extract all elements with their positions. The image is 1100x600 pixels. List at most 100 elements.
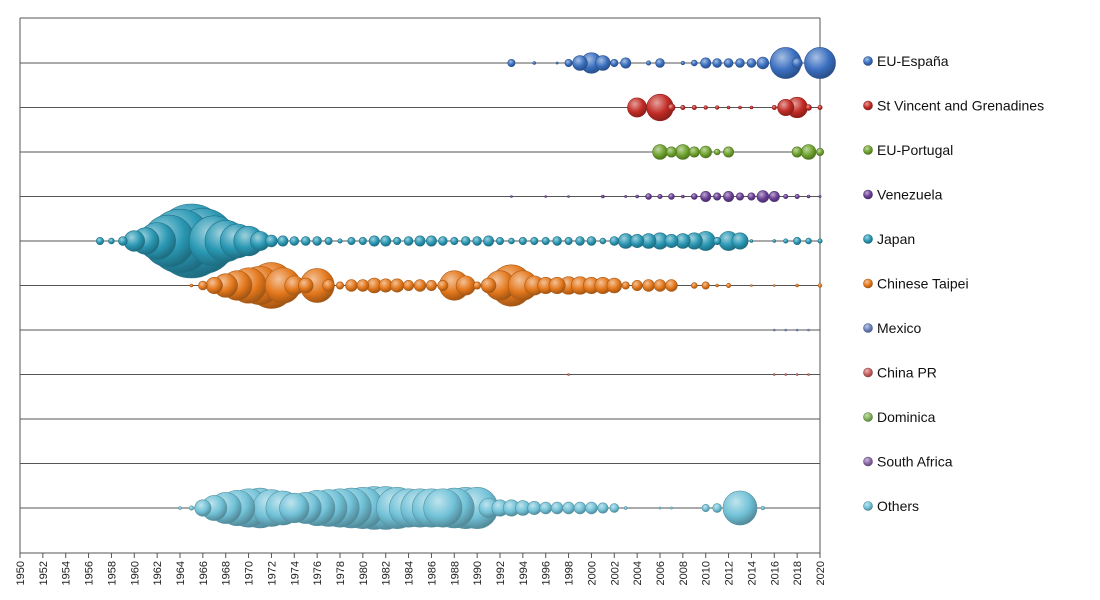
- x-tick-label-2016: 2016: [769, 561, 781, 585]
- bubble-chinese-taipei-1967: [205, 277, 223, 294]
- legend-label-chinese-taipei: Chinese Taipei: [877, 276, 969, 292]
- legend-label-mexico: Mexico: [877, 320, 922, 336]
- x-tick-label-1966: 1966: [198, 561, 210, 585]
- bubble-eu-espana-2002: [610, 58, 619, 67]
- bubble-japan-1978: [337, 238, 343, 244]
- bubble-china-pr-2018: [795, 373, 799, 376]
- bubble-chinese-taipei-1975: [298, 277, 314, 294]
- x-tick-label-1976: 1976: [312, 561, 324, 585]
- bubble-japan-2017: [783, 238, 789, 244]
- bubble-chinese-taipei-2011: [715, 283, 719, 288]
- bubble-chinese-taipei-1997: [548, 277, 566, 294]
- bubble-chinese-taipei-2016: [772, 284, 776, 287]
- legend-marker-chinese-taipei: [863, 278, 873, 289]
- bubble-mexico-2018: [795, 328, 799, 332]
- legend-label-south-africa: South Africa: [877, 454, 953, 470]
- bubble-eu-espana-2005: [646, 60, 652, 66]
- x-tick-label-1950: 1950: [15, 561, 27, 585]
- bubble-venezuela-2016: [768, 191, 780, 202]
- bubble-eu-espana-1997: [555, 61, 559, 65]
- bubble-eu-espana-2015: [756, 56, 770, 70]
- x-tick-label-1984: 1984: [404, 561, 416, 585]
- bubble-others-2011: [712, 503, 722, 513]
- bubble-others-1964: [178, 506, 182, 510]
- bubble-venezuela-1996: [544, 195, 548, 198]
- legend-marker-eu-espana: [863, 56, 873, 66]
- bubble-japan-1996: [541, 237, 550, 246]
- bubble-japan-2001: [599, 237, 607, 245]
- bubble-others-2000: [585, 501, 598, 515]
- legend-label-venezuela: Venezuela: [877, 187, 943, 203]
- bubble-japan-2007: [664, 234, 679, 248]
- bubble-japan-1976: [312, 236, 322, 246]
- x-tick-label-1956: 1956: [84, 561, 96, 585]
- x-tick-label-1990: 1990: [472, 561, 484, 585]
- bubble-st-vincent-and-grenadines-2014: [749, 105, 754, 110]
- bubble-venezuela-2003: [624, 195, 628, 198]
- bubble-chinese-taipei-2005: [642, 279, 655, 292]
- bubble-japan-2018: [793, 237, 802, 246]
- legend-marker-eu-portugal: [863, 145, 873, 155]
- x-tick-label-1988: 1988: [449, 561, 461, 585]
- bubble-venezuela-2020: [818, 195, 822, 198]
- legend-marker-st-vincent-and-grenadines: [863, 100, 873, 111]
- bubble-st-vincent-and-grenadines-2009: [691, 104, 697, 111]
- x-tick-label-2014: 2014: [746, 561, 758, 585]
- x-tick-label-1968: 1968: [221, 561, 233, 585]
- x-tick-label-1982: 1982: [381, 561, 393, 585]
- legend-label-others: Others: [877, 498, 919, 514]
- bubble-japan-1973: [277, 235, 289, 247]
- bubble-eu-espana-1999: [572, 55, 588, 71]
- bubble-st-vincent-and-grenadines-2007: [667, 103, 676, 112]
- bubble-venezuela-2013: [735, 192, 744, 201]
- bubble-japan-1982: [380, 235, 392, 247]
- bubble-chinese-taipei-1987: [437, 280, 449, 291]
- bubble-china-pr-2019: [807, 373, 810, 376]
- legend-label-china-pr: China PR: [877, 365, 937, 381]
- x-tick-label-1964: 1964: [175, 561, 187, 585]
- bubble-chinese-taipei-2009: [691, 282, 698, 289]
- bubble-eu-espana-2010: [700, 57, 712, 69]
- x-tick-label-1974: 1974: [289, 561, 301, 585]
- bubble-japan-1985: [414, 235, 426, 247]
- bubble-others-2006: [658, 506, 662, 510]
- x-tick-label-1980: 1980: [358, 561, 370, 585]
- bubble-venezuela-2009: [691, 193, 698, 200]
- x-axis: 1950 1952 1954 1956 1958 1960 1962 1964 1966 1968…: [15, 553, 827, 585]
- legend-label-japan: Japan: [877, 231, 915, 247]
- bubble-eu-portugal-2020: [815, 148, 824, 157]
- bubble-china-pr-2016: [772, 373, 776, 376]
- bubble-japan-2019: [805, 237, 812, 245]
- x-tick-label-1960: 1960: [129, 561, 141, 585]
- bubble-japan-2020: [817, 238, 823, 244]
- bubble-chinese-taipei-2020: [817, 283, 823, 288]
- bubble-eu-espana-2014: [746, 58, 757, 68]
- bubble-others-2010: [701, 503, 710, 512]
- bubble-japan-1986: [425, 235, 437, 247]
- bubble-others-1987: [423, 488, 463, 528]
- bubble-others-2013: [722, 490, 758, 526]
- bubble-japan-2013: [731, 232, 749, 250]
- bubble-eu-espana-1995: [532, 61, 537, 65]
- bubble-others-1999: [573, 501, 587, 515]
- legend-marker-japan: [863, 234, 873, 244]
- x-tick-label-1958: 1958: [106, 561, 118, 585]
- legend-marker-others: [863, 501, 873, 511]
- bubble-st-vincent-and-grenadines-2010: [703, 105, 708, 110]
- bubble-japan-2016: [772, 239, 777, 243]
- bubble-japan-1958: [108, 237, 115, 245]
- bubble-china-pr-2017: [784, 373, 788, 376]
- bubble-venezuela-2008: [681, 194, 685, 199]
- bubble-chinese-taipei-1965: [189, 283, 194, 288]
- bubble-japan-2004: [630, 234, 645, 248]
- bubble-chinese-taipei-2002: [606, 277, 622, 294]
- bubble-japan-1992: [495, 237, 504, 246]
- bubble-chinese-taipei-1966: [198, 280, 208, 291]
- bubble-venezuela-2007: [668, 193, 675, 200]
- bubble-japan-1959: [118, 236, 128, 246]
- bubble-chinese-taipei-1983: [390, 278, 405, 293]
- bubble-others-2015: [760, 505, 766, 511]
- bubble-others-1995: [527, 501, 542, 515]
- bubble-venezuela-2006: [657, 193, 663, 200]
- bubble-layer: [96, 47, 836, 530]
